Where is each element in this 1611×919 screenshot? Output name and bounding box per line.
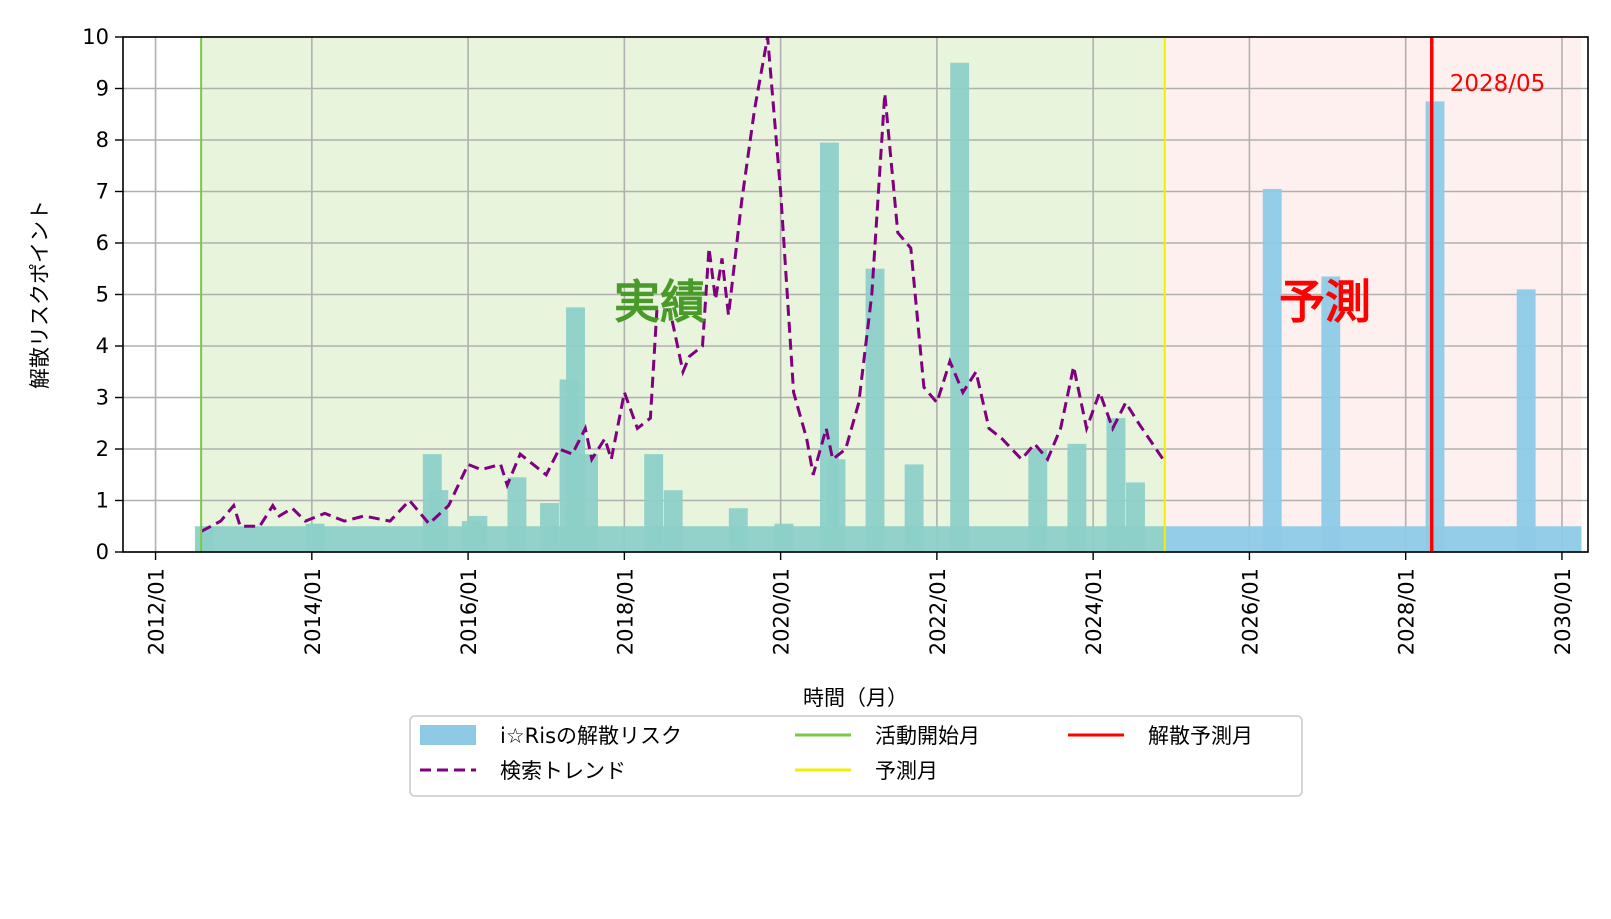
x-tick-label-7: 2026/01: [1238, 568, 1262, 655]
x-tick-label-1: 2014/01: [301, 568, 325, 655]
legend-label-0: i☆Risの解散リスク: [500, 724, 682, 748]
risk-baseline-actual: [201, 526, 1165, 552]
risk-bar-15: [820, 142, 839, 552]
annotation-0: 2028/05: [1450, 71, 1546, 97]
x-tick-label-8: 2028/01: [1395, 568, 1419, 655]
legend-label-4: 解散予測月: [1148, 724, 1253, 748]
risk-bar-11: [644, 454, 664, 552]
y-tick-label-5: 5: [96, 283, 109, 307]
x-tick-label-6: 2024/01: [1082, 568, 1106, 655]
y-tick-label-1: 1: [96, 489, 109, 513]
legend-label-3: 予測月: [875, 759, 938, 783]
y-tick-label-6: 6: [96, 231, 109, 255]
x-axis-title: 時間（月）: [803, 686, 908, 710]
x-tick-label-0: 2012/01: [145, 568, 169, 655]
risk-bar-17: [865, 268, 885, 552]
legend-swatch-0: [420, 725, 476, 745]
risk-bar-6: [507, 477, 527, 552]
risk-bar-25: [1321, 276, 1341, 552]
legend-label-1: 検索トレンド: [500, 759, 626, 783]
risk-bar-20: [1028, 449, 1048, 552]
risk-bar-13: [728, 508, 748, 552]
y-tick-label-3: 3: [96, 386, 109, 410]
y-tick-label-4: 4: [96, 334, 109, 358]
region-label-forecast: 予測: [1279, 275, 1371, 329]
risk-bar-16: [826, 459, 846, 552]
x-tick-label-3: 2018/01: [613, 568, 637, 655]
risk-bar-24: [1262, 188, 1282, 553]
x-tick-label-5: 2022/01: [926, 568, 950, 655]
x-tick-label-4: 2020/01: [770, 568, 794, 655]
risk-bar-26: [1425, 101, 1445, 552]
risk-bar-18: [904, 464, 924, 552]
risk-bar-5: [468, 515, 488, 552]
y-tick-label-10: 10: [82, 25, 109, 49]
risk-bar-19: [950, 62, 970, 552]
risk-bar-3: [429, 490, 449, 552]
risk-bar-12: [663, 490, 683, 552]
risk-bar-27: [1516, 289, 1536, 552]
risk-bar-0: [194, 526, 214, 552]
search-trend-line: [200, 36, 1167, 533]
risk-bar-1: [305, 523, 325, 552]
region-label-actual: 実績: [614, 275, 706, 329]
risk-bar-14: [774, 523, 794, 552]
y-tick-label-0: 0: [96, 540, 109, 564]
risk-bar-23: [1126, 482, 1145, 552]
risk-bar-22: [1106, 418, 1126, 552]
x-tick-label-9: 2030/01: [1551, 568, 1575, 655]
risk-bar-21: [1067, 443, 1087, 552]
y-tick-label-7: 7: [96, 180, 109, 204]
y-tick-label-8: 8: [96, 128, 109, 152]
y-axis-title: 解散リスクポイント: [28, 200, 52, 389]
x-tick-label-2: 2016/01: [457, 568, 481, 655]
legend-label-2: 活動開始月: [875, 724, 980, 748]
risk-bar-10: [579, 454, 598, 552]
y-tick-label-2: 2: [96, 437, 109, 461]
y-tick-label-9: 9: [96, 77, 109, 101]
risk-baseline-forecast: [1164, 526, 1582, 552]
risk-bar-7: [540, 503, 559, 552]
